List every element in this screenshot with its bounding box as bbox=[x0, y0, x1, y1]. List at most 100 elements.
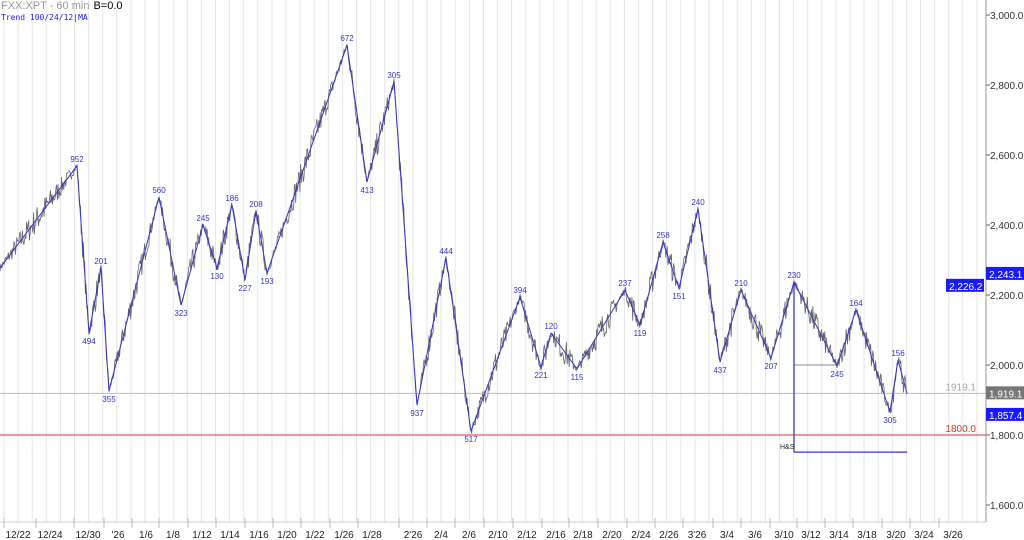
zigzag-label: 207 bbox=[764, 362, 778, 371]
y-tick-label: 1,600.0 bbox=[990, 501, 1024, 512]
x-tick-label: 3'26 bbox=[688, 530, 707, 540]
x-tick-label: 3/14 bbox=[829, 530, 849, 540]
x-tick-label: 2/4 bbox=[434, 530, 448, 540]
x-tick-label: 3/6 bbox=[748, 530, 762, 540]
zigzag-label: 937 bbox=[410, 409, 424, 418]
zigzag-label: 119 bbox=[634, 329, 647, 338]
last-price-badge-text: 1,919.1 bbox=[989, 389, 1023, 400]
zigzag-label: 394 bbox=[513, 286, 527, 295]
x-tick-label: '26 bbox=[111, 530, 124, 540]
x-tick-label: 1/16 bbox=[249, 530, 269, 540]
y-axis: 3,000.0 2,800.0 2,600.0 2,400.0 2,200.0 2,000… bbox=[985, 0, 1024, 522]
x-tick-label: 1/28 bbox=[362, 530, 382, 540]
x-tick-label: 1/8 bbox=[166, 530, 180, 540]
zigzag-label: 221 bbox=[534, 371, 548, 380]
support-label: 1800.0 bbox=[945, 424, 976, 435]
x-tick-label: 12/22 bbox=[5, 530, 30, 540]
price-badges: 1,919.1 2,243.1 2,226.2 1,857.4 bbox=[946, 266, 1024, 422]
y-tick-label: 2,600.0 bbox=[990, 151, 1024, 162]
x-tick-label: 2/26 bbox=[659, 530, 679, 540]
b-value: B=0.0 bbox=[93, 0, 123, 12]
x-tick-label: 2/6 bbox=[462, 530, 476, 540]
zigzag-label: 237 bbox=[618, 279, 632, 288]
last-price-label: 1919.1 bbox=[945, 382, 976, 393]
price-badge bbox=[986, 407, 1024, 421]
zigzag-label: 151 bbox=[672, 292, 686, 301]
zigzag-label: 437 bbox=[713, 366, 727, 375]
x-tick-label: 12/30 bbox=[75, 530, 100, 540]
y-tick-label: 1,800.0 bbox=[990, 431, 1024, 442]
price-series bbox=[0, 44, 907, 435]
x-tick-label: 2/12 bbox=[517, 530, 537, 540]
y-tick-label: 2,400.0 bbox=[990, 221, 1024, 232]
chart-title: FXX:XPT - 60 min B=0.0 bbox=[1, 0, 123, 12]
study-label: Trend 100/24/12|MA bbox=[1, 13, 88, 22]
x-tick-label: 1/6 bbox=[139, 530, 153, 540]
last-price-badge bbox=[986, 386, 1024, 400]
zigzag-label: 120 bbox=[544, 322, 558, 331]
x-axis: 12/22 12/24 12/30 '26 1/6 1/8 1/12 1/14 1/16 1/20… bbox=[0, 518, 986, 540]
zigzag-label: 323 bbox=[174, 309, 188, 318]
x-tick-label: 3/24 bbox=[914, 530, 934, 540]
zigzag-label: 952 bbox=[70, 155, 84, 164]
zigzag-label: 355 bbox=[102, 395, 116, 404]
price-badge bbox=[946, 278, 984, 292]
zigzag-line bbox=[0, 44, 908, 432]
zigzag-label: 186 bbox=[225, 194, 239, 203]
y-tick-label: 2,800.0 bbox=[990, 81, 1024, 92]
zigzag-trend: 952 494 201 355 560 323 245 130 186 227 208 193 672 4… bbox=[0, 34, 908, 444]
zigzag-label: 245 bbox=[196, 214, 210, 223]
x-tick-label: 2/18 bbox=[573, 530, 593, 540]
x-tick-label: 2'26 bbox=[404, 530, 423, 540]
x-tick-label: 1/14 bbox=[220, 530, 240, 540]
x-tick-label: 3/20 bbox=[886, 530, 906, 540]
zigzag-label: 560 bbox=[152, 186, 166, 195]
zigzag-label: 130 bbox=[210, 272, 224, 281]
hs-label: H&S bbox=[780, 444, 795, 451]
x-tick-label: 3/4 bbox=[720, 530, 734, 540]
zigzag-label: 494 bbox=[82, 337, 96, 346]
price-badge-text: 1,857.4 bbox=[989, 411, 1023, 422]
x-tick-label: 3/12 bbox=[801, 530, 821, 540]
zigzag-label: 413 bbox=[360, 186, 374, 195]
y-tick-label: 2,000.0 bbox=[990, 361, 1024, 372]
y-tick-label: 2,200.0 bbox=[990, 291, 1024, 302]
x-tick-label: 2/16 bbox=[546, 530, 566, 540]
x-tick-label: 1/26 bbox=[334, 530, 354, 540]
price-line bbox=[0, 44, 907, 435]
zigzag-label: 208 bbox=[249, 200, 263, 209]
zigzag-label: 201 bbox=[94, 257, 108, 266]
x-tick-label: 3/26 bbox=[943, 530, 963, 540]
zigzag-label: 230 bbox=[787, 271, 801, 280]
zigzag-label: 245 bbox=[830, 370, 844, 379]
y-tick-label: 3,000.0 bbox=[990, 11, 1024, 22]
x-tick-label: 3/10 bbox=[774, 530, 794, 540]
x-tick-label: 1/20 bbox=[277, 530, 297, 540]
overlay-lines: 1919.1 1800.0 H&S bbox=[0, 282, 986, 453]
x-tick-label: 2/24 bbox=[631, 530, 651, 540]
price-badge bbox=[986, 266, 1024, 280]
zigzag-label: 672 bbox=[340, 34, 354, 43]
x-tick-label: 1/12 bbox=[192, 530, 212, 540]
zigzag-label: 258 bbox=[656, 231, 670, 240]
x-tick-label: 12/24 bbox=[37, 530, 62, 540]
zigzag-label: 305 bbox=[883, 416, 897, 425]
x-tick-label: 2/20 bbox=[602, 530, 622, 540]
zigzag-label: 164 bbox=[849, 299, 863, 308]
zigzag-label: 193 bbox=[260, 277, 274, 286]
x-tick-label: 3/18 bbox=[857, 530, 877, 540]
zigzag-label: 227 bbox=[238, 284, 252, 293]
zigzag-label: 210 bbox=[734, 279, 748, 288]
zigzag-label: 444 bbox=[439, 247, 453, 256]
x-tick-label: 1/22 bbox=[305, 530, 325, 540]
price-badge-text: 2,243.1 bbox=[989, 270, 1023, 281]
zigzag-label: 517 bbox=[464, 435, 478, 444]
symbol-label: FXX:XPT - 60 min bbox=[1, 0, 90, 12]
price-badge-text: 2,226.2 bbox=[949, 282, 983, 293]
grid bbox=[3, 0, 978, 522]
zigzag-label: 305 bbox=[387, 71, 401, 80]
x-tick-label: 2/10 bbox=[488, 530, 508, 540]
zigzag-label: 156 bbox=[891, 349, 905, 358]
zigzag-label: 240 bbox=[691, 198, 705, 207]
